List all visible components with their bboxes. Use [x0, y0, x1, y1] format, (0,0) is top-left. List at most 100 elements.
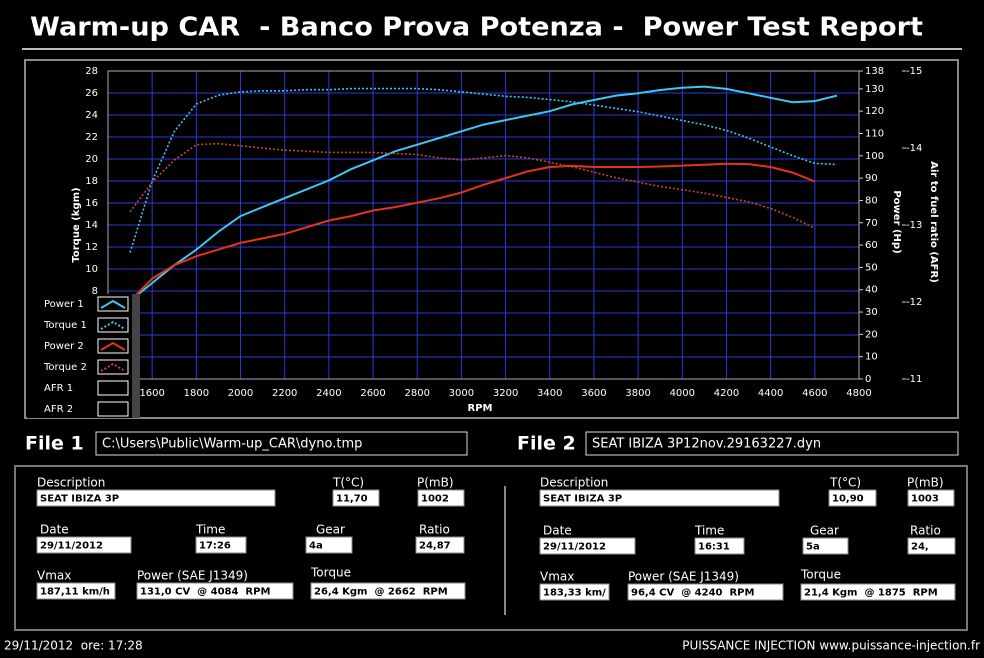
- field-label: Gear: [810, 524, 839, 538]
- y3-tick-label: -12: [906, 297, 922, 308]
- legend-label: AFR 2: [44, 404, 73, 415]
- field-label: Power (SAE J1349): [628, 570, 739, 584]
- field-box: [802, 537, 849, 555]
- y2-tick-label: 138: [865, 66, 884, 77]
- field-label: Vmax: [540, 570, 574, 584]
- x-tick-label: 1600: [139, 388, 164, 399]
- y-tick-label: 14: [85, 220, 98, 231]
- x-axis-title: RPM: [468, 403, 493, 414]
- field-label: Description: [540, 476, 608, 490]
- file-path: SEAT IBIZA 3P12nov.29163227.dyn: [592, 437, 821, 452]
- field-value: 26,4 Kgm @ 2662 RPM: [314, 587, 448, 598]
- y2-tick-label: 10: [865, 352, 878, 363]
- x-tick-label: 4200: [714, 388, 739, 399]
- field-value: 29/11/2012: [40, 541, 103, 552]
- field-label: Date: [40, 523, 69, 537]
- legend-label: Torque 1: [43, 320, 87, 331]
- y-tick-label: 24: [85, 110, 98, 121]
- x-tick-label: 2400: [316, 388, 341, 399]
- field-box: [417, 489, 465, 507]
- legend-swatch: [97, 338, 129, 354]
- y-axis-title: Torque (kgm): [71, 187, 82, 262]
- y2-tick-label: 50: [865, 262, 878, 273]
- field-value: 1002: [421, 494, 449, 505]
- y2-axis-title: Power (Hp): [891, 190, 902, 253]
- y2-tick-label: 90: [865, 173, 878, 184]
- legend-swatch: [97, 380, 129, 396]
- field-box: [800, 583, 956, 601]
- legend-label: AFR 1: [44, 383, 73, 394]
- field-label: P(mB): [417, 476, 454, 490]
- field-box: [136, 582, 294, 600]
- field-box: [907, 537, 956, 555]
- field-value: 24,87: [419, 541, 451, 552]
- file-box: [95, 431, 468, 456]
- field-box: [539, 489, 780, 507]
- x-tick-label: 1800: [184, 388, 209, 399]
- field-box: [539, 537, 636, 555]
- x-tick-label: 3200: [493, 388, 518, 399]
- field-value: 131,0 CV @ 4084 RPM: [140, 587, 270, 598]
- field-label: T(°C): [829, 476, 861, 490]
- field-label: Gear: [316, 523, 345, 537]
- y2-tick-label: 0: [865, 374, 871, 385]
- field-box: [36, 536, 132, 554]
- legend-swatch: [97, 317, 129, 333]
- field-value: 10,90: [832, 494, 864, 505]
- field-value: 4a: [309, 541, 323, 552]
- y-tick-label: 28: [85, 66, 98, 77]
- series-line: [129, 142, 816, 230]
- reports: Description SEAT IBIZA 3P T(°C) 11,70 P(mB) 1…: [36, 476, 956, 601]
- x-tick-label: 2600: [360, 388, 385, 399]
- field-label: Torque: [310, 566, 351, 580]
- field-value: 16:31: [698, 542, 730, 553]
- x-tick-label: 4400: [758, 388, 783, 399]
- y-tick-label: 16: [85, 198, 98, 209]
- field-value: 1003: [911, 494, 939, 505]
- field-box: [36, 582, 116, 600]
- x-tick-label: 4000: [670, 388, 695, 399]
- y-tick-label: 20: [85, 154, 98, 165]
- series-line: [129, 87, 837, 253]
- legend-label: Torque 2: [43, 362, 87, 373]
- x-tick-label: 3000: [449, 388, 474, 399]
- x-tick-label: 2200: [272, 388, 297, 399]
- field-value: 96,4 CV @ 4240 RPM: [631, 588, 755, 599]
- field-label: Time: [195, 523, 225, 537]
- y3-tick-label: -14: [906, 143, 922, 154]
- field-label: Date: [543, 524, 572, 538]
- footer-date: 29/11/2012 ore: 17:28: [4, 639, 143, 653]
- field-box: [36, 489, 276, 507]
- footer-credit: PUISSANCE INJECTION www.puissance-inject…: [682, 639, 980, 653]
- field-box: [907, 489, 955, 507]
- x-tick-label: 4600: [802, 388, 827, 399]
- field-label: Ratio: [419, 523, 450, 537]
- x-tick-label: 2000: [228, 388, 253, 399]
- legend: Power 1 Torque 1 Power 2 Torque 2 AFR 1 AFR 2: [27, 294, 140, 418]
- field-box: [415, 536, 465, 554]
- file-label: File 1: [25, 433, 84, 455]
- field-box: [694, 537, 745, 555]
- x-tick-label: 3600: [581, 388, 606, 399]
- field-box: [195, 536, 247, 554]
- legend-swatch: [97, 401, 129, 417]
- x-tick-label: 3400: [537, 388, 562, 399]
- field-value: 183,33 km/: [543, 588, 606, 599]
- y3-axis-title: Air to fuel ratio (AFR): [928, 161, 939, 283]
- y2-tick-label: 100: [865, 151, 884, 162]
- legend-line: [100, 299, 126, 309]
- field-label: Time: [694, 524, 724, 538]
- y2-tick-label: 70: [865, 218, 878, 229]
- field-value: SEAT IBIZA 3P: [40, 494, 119, 505]
- field-value: 24,: [911, 542, 929, 553]
- y2-tick-label: 60: [865, 240, 878, 251]
- y2-tick-label: 130: [865, 84, 884, 95]
- file-box: [585, 431, 959, 456]
- file-path: C:\Users\Public\Warm-up_CAR\dyno.tmp: [102, 437, 362, 452]
- field-label: P(mB): [907, 476, 944, 490]
- x-tick-label: 2800: [405, 388, 430, 399]
- field-value: 17:26: [199, 541, 231, 552]
- legend-scrollbar: [132, 294, 140, 418]
- field-value: 5a: [806, 542, 820, 553]
- y2-tick-label: 40: [865, 285, 878, 296]
